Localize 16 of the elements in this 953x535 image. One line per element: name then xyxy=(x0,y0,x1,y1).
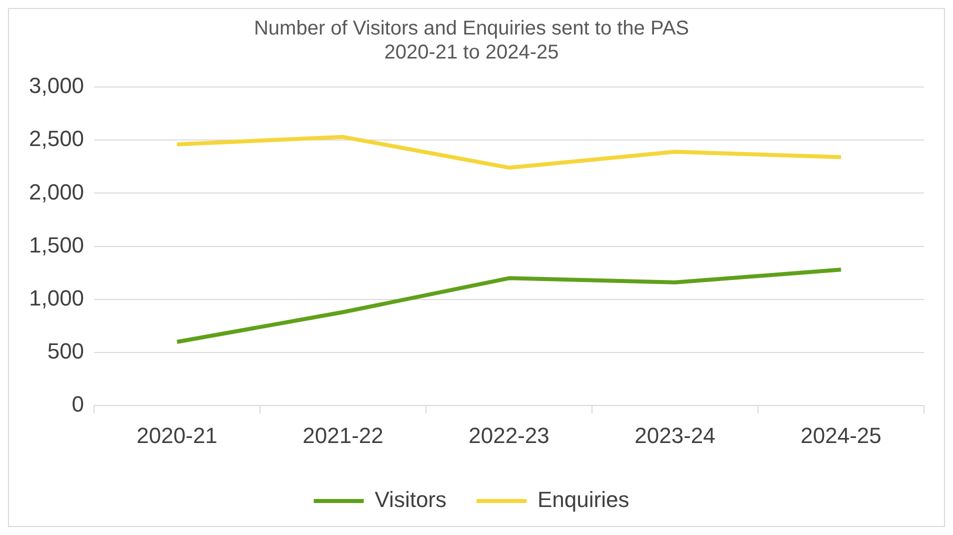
x-tick-label: 2020-21 xyxy=(136,422,218,448)
y-tick-label: 3,000 xyxy=(28,73,84,98)
x-tick-label: 2023-24 xyxy=(634,422,716,448)
x-tick-label: 2022-23 xyxy=(468,422,550,448)
x-tick-label: 2024-25 xyxy=(800,422,882,448)
y-tick-label: 0 xyxy=(72,392,84,417)
x-tick-label: 2021-22 xyxy=(302,422,384,448)
chart-title: Number of Visitors and Enquiries sent to the PAS xyxy=(254,18,690,40)
legend-label: Enquiries xyxy=(538,487,630,512)
y-tick-label: 500 xyxy=(47,338,84,364)
y-tick-label: 1,000 xyxy=(28,285,84,310)
y-tick-label: 1,500 xyxy=(28,232,84,258)
y-tick-label: 2,500 xyxy=(28,126,84,152)
legend-label: Visitors xyxy=(374,487,447,512)
y-tick-label: 2,000 xyxy=(28,179,84,204)
chart-subtitle: 2020-21 to 2024-25 xyxy=(384,42,559,64)
